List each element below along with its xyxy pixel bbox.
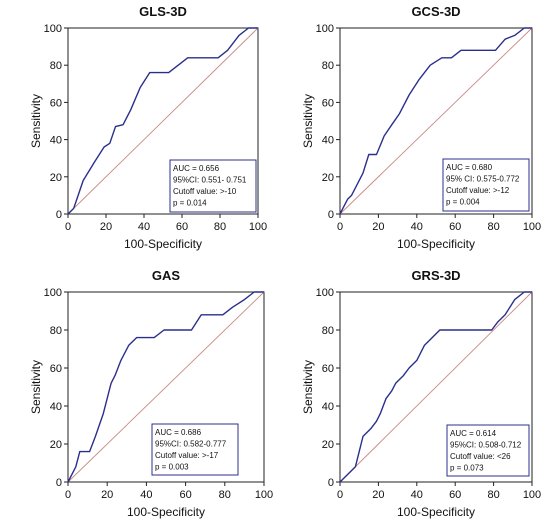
y-tick-label: 80 [322,60,334,72]
stats-line: AUC = 0.686 [155,428,202,437]
plot-frame [339,27,533,215]
x-tick-label: 60 [449,489,461,501]
x-tick-label: 40 [138,221,150,233]
plot-frame [339,291,533,483]
reference-diagonal [67,291,265,483]
stats-line: 95% CI: 0.575-0.772 [446,175,520,184]
chart-title: GLS-3D [139,4,187,19]
x-tick-label: 80 [214,221,226,233]
stats-line: p = 0.014 [173,199,207,208]
x-tick-label: 20 [372,489,384,501]
y-axis-label: Sensitivity [29,360,43,414]
x-axis-label: 100-Specificity [397,237,475,251]
reference-diagonal [339,291,533,483]
plot-frame [67,291,265,483]
x-tick-label: 60 [449,221,461,233]
x-tick-label: 20 [372,221,384,233]
x-axis-label: 100-Specificity [127,505,205,519]
stats-line: Cutoff value: >-10 [173,187,237,196]
x-tick-label: 0 [337,489,343,501]
stats-box [442,158,530,212]
y-tick-label: 60 [322,97,334,109]
y-tick-label: 40 [50,401,62,413]
y-tick-label: 20 [322,172,334,184]
x-tick-label: 100 [523,221,541,233]
stats-line: 95%CI: 0.551- 0.751 [173,176,247,185]
chart-title: GCS-3D [411,4,460,19]
stats-line: 95%CI: 0.508-0.712 [450,441,522,450]
y-tick-label: 0 [56,209,62,221]
x-tick-label: 40 [411,489,423,501]
stats-box [151,423,239,476]
stats-line: 95%CI: 0.582-0.777 [155,440,227,449]
y-tick-label: 20 [50,439,62,451]
y-axis-label: Sensitivity [301,94,315,148]
x-tick-label: 100 [523,489,541,501]
x-tick-label: 80 [487,489,499,501]
chart-title: GAS [152,268,181,283]
x-tick-label: 20 [100,221,112,233]
y-axis-label: Sensitivity [29,94,43,148]
chart-gls-3d: GLS-3D 0 20 40 60 80 100 0 20 40 60 80 100 100-Specif… [29,4,267,251]
y-tick-label: 40 [322,135,334,147]
y-tick-label: 40 [50,135,62,147]
stats-line: AUC = 0.614 [450,429,497,438]
chart-grs-3d: GRS-3D 0 20 40 60 80 100 0 20 40 60 80 100 100-Specif… [301,268,541,519]
stats-line: Cutoff value: >-12 [446,186,510,195]
stats-line: p = 0.004 [446,198,480,207]
y-tick-label: 80 [50,60,62,72]
stats-line: Cutoff value: >-17 [155,451,219,460]
y-tick-label: 0 [56,477,62,489]
x-tick-label: 80 [487,221,499,233]
x-tick-label: 60 [176,221,188,233]
y-tick-label: 0 [328,209,334,221]
y-tick-label: 100 [44,287,62,299]
x-tick-label: 0 [337,221,343,233]
chart-gas: GAS 0 20 40 60 80 100 0 20 40 60 80 100 100-Specifici… [29,268,273,519]
y-tick-label: 20 [322,439,334,451]
y-tick-label: 80 [322,325,334,337]
chart-title: GRS-3D [411,268,460,283]
reference-diagonal [339,27,533,215]
x-tick-label: 20 [101,489,113,501]
x-tick-label: 40 [411,221,423,233]
x-tick-label: 100 [249,221,267,233]
y-tick-label: 60 [322,363,334,375]
stats-line: p = 0.003 [155,463,189,472]
y-tick-label: 40 [322,401,334,413]
y-tick-label: 60 [50,363,62,375]
y-tick-label: 60 [50,97,62,109]
plot-frame [67,27,259,215]
stats-line: Cutoff value: <26 [450,452,511,461]
stats-line: AUC = 0.680 [446,163,493,172]
x-tick-label: 40 [140,489,152,501]
y-tick-label: 100 [44,23,62,35]
y-tick-label: 100 [316,287,334,299]
x-tick-label: 60 [179,489,191,501]
x-tick-label: 0 [65,489,71,501]
y-axis-label: Sensitivity [301,360,315,414]
x-axis-label: 100-Specificity [124,237,202,251]
stats-line: AUC = 0.656 [173,164,220,173]
x-tick-label: 0 [65,221,71,233]
reference-diagonal [67,27,259,215]
roc-curve [339,291,532,483]
x-tick-label: 100 [255,489,273,501]
roc-curve [339,27,532,215]
chart-gcs-3d: GCS-3D 0 20 40 60 80 100 0 20 40 60 80 100 100-Specif… [301,4,541,251]
y-tick-label: 20 [50,172,62,184]
roc-curve [67,27,258,215]
stats-box [446,424,530,477]
roc-curve [67,291,264,483]
y-tick-label: 0 [328,477,334,489]
y-tick-label: 80 [50,325,62,337]
x-axis-label: 100-Specificity [397,505,475,519]
stats-box [169,159,257,213]
stats-line: p = 0.073 [450,464,484,473]
y-tick-label: 100 [316,23,334,35]
x-tick-label: 80 [219,489,231,501]
